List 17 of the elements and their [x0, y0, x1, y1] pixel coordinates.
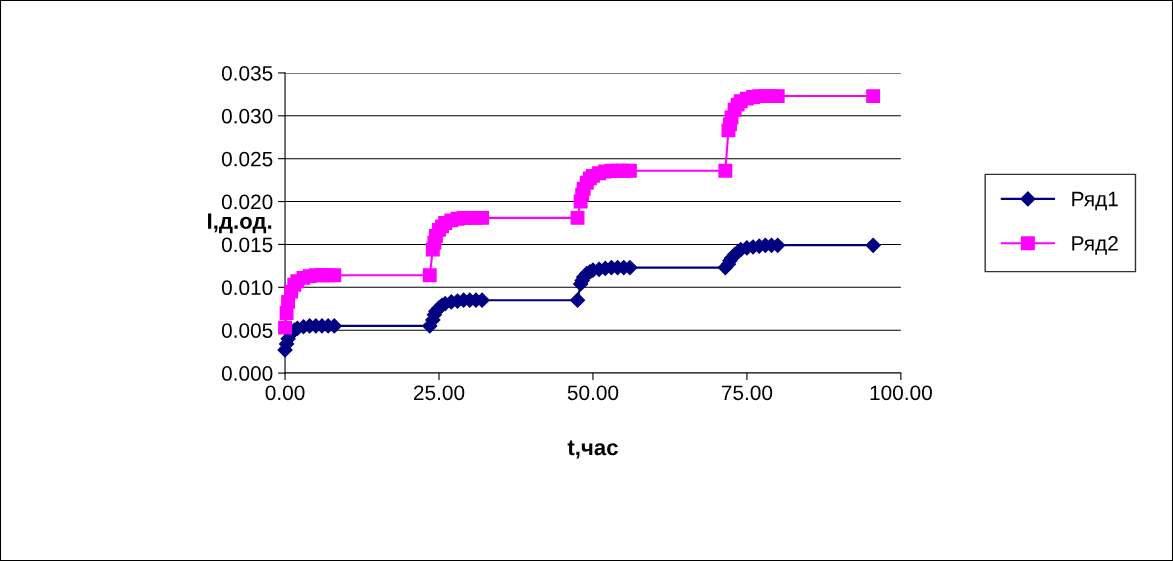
x-tick-label: 100.00: [870, 385, 932, 401]
legend-label: Ряд1: [1072, 191, 1118, 211]
x-tick-label: 50.00: [567, 385, 619, 401]
x-tick-label: 25.00: [413, 385, 465, 401]
y-tick-label: 0.030: [221, 108, 273, 124]
y-tick-label: 0.020: [221, 194, 273, 210]
x-tick-label: 75.00: [721, 385, 773, 401]
y-tick-label: 0.000: [221, 366, 273, 381]
y-tick-label: 0.015: [221, 237, 273, 253]
y-tick-label: 0.005: [221, 323, 273, 338]
y-tick-label: 0.025: [221, 151, 273, 167]
y-tick-label: 0.035: [221, 65, 273, 81]
y-tick-label: 0.010: [221, 280, 273, 296]
x-axis-title: t,час: [567, 440, 618, 459]
y-axis-title: I,д.од.: [208, 213, 272, 234]
legend-label: Ряд2: [1072, 236, 1118, 255]
x-tick-label: 0.00: [265, 385, 305, 401]
